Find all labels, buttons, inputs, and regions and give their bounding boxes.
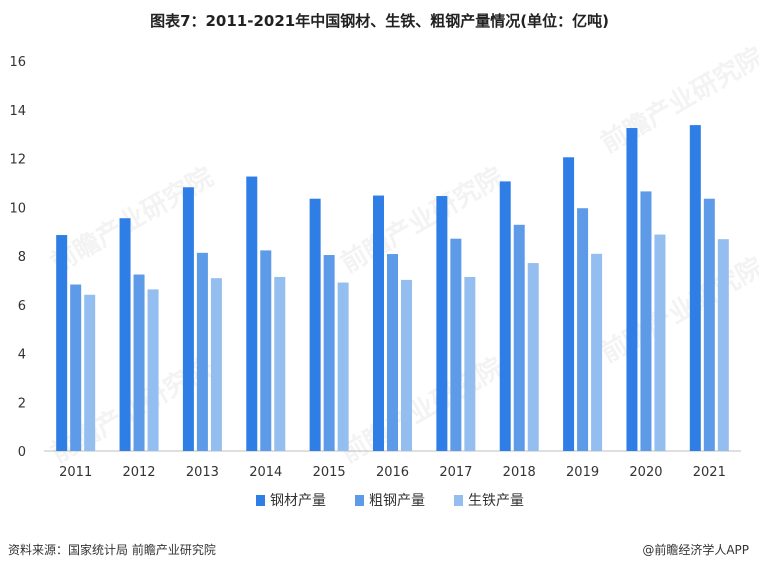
- bar: [436, 196, 448, 451]
- bar: [147, 289, 159, 451]
- bar: [499, 181, 511, 451]
- y-tick-label: 6: [18, 299, 26, 314]
- y-tick-label: 10: [9, 201, 26, 216]
- y-tick-label: 2: [18, 396, 26, 411]
- bar: [563, 157, 575, 451]
- bar: [133, 274, 145, 451]
- bar: [119, 218, 131, 451]
- bar: [309, 198, 321, 451]
- bar: [387, 254, 398, 451]
- bar: [591, 253, 603, 451]
- x-tick-label: 2016: [376, 465, 409, 480]
- bar: [246, 176, 258, 451]
- bar: [274, 276, 286, 451]
- y-tick-label: 4: [18, 348, 26, 363]
- x-tick-label: 2017: [439, 465, 472, 480]
- bar: [640, 191, 652, 451]
- x-tick-label: 2019: [566, 465, 599, 480]
- brand-credit: @前瞻经济学人APP: [642, 543, 749, 557]
- legend-swatch: [256, 495, 265, 506]
- bar: [70, 284, 82, 451]
- bar: [260, 250, 272, 451]
- bar: [513, 224, 525, 451]
- bar: [527, 263, 539, 451]
- bar: [464, 276, 476, 451]
- bar: [717, 239, 729, 451]
- x-tick-label: 2014: [249, 465, 282, 480]
- legend-swatch: [454, 495, 463, 506]
- bar: [689, 125, 701, 451]
- x-tick-label: 2013: [186, 465, 219, 480]
- bar: [373, 195, 384, 451]
- bar: [450, 238, 462, 451]
- x-tick-label: 2011: [59, 465, 92, 480]
- x-tick-label: 2018: [503, 465, 536, 480]
- y-tick-label: 14: [9, 104, 26, 119]
- legend-swatch: [355, 495, 364, 506]
- x-tick-label: 2015: [313, 465, 346, 480]
- bar: [323, 255, 335, 451]
- x-tick-label: 2021: [693, 465, 726, 480]
- bar: [703, 198, 715, 451]
- y-tick-label: 12: [9, 153, 26, 168]
- bar: [196, 252, 208, 451]
- bar: [401, 279, 412, 451]
- legend-label: 粗钢产量: [369, 493, 425, 509]
- y-tick-label: 8: [18, 250, 26, 265]
- chart-title: 图表7：2011-2021年中国钢材、生铁、粗钢产量情况(单位：亿吨): [150, 12, 609, 30]
- x-tick-label: 2012: [122, 465, 155, 480]
- legend-label: 钢材产量: [270, 493, 326, 509]
- source-note: 资料来源：国家统计局 前瞻产业研究院: [8, 543, 216, 557]
- bar: [337, 282, 349, 451]
- bar: [84, 294, 96, 451]
- bar: [577, 208, 589, 451]
- bar: [56, 235, 68, 451]
- bar: [654, 234, 666, 451]
- bar: [210, 278, 222, 451]
- bar: [626, 128, 638, 451]
- bar: [182, 187, 194, 451]
- y-tick-label: 0: [18, 445, 26, 460]
- y-tick-label: 16: [9, 55, 26, 70]
- legend-label: 生铁产量: [468, 493, 524, 509]
- x-tick-label: 2020: [629, 465, 662, 480]
